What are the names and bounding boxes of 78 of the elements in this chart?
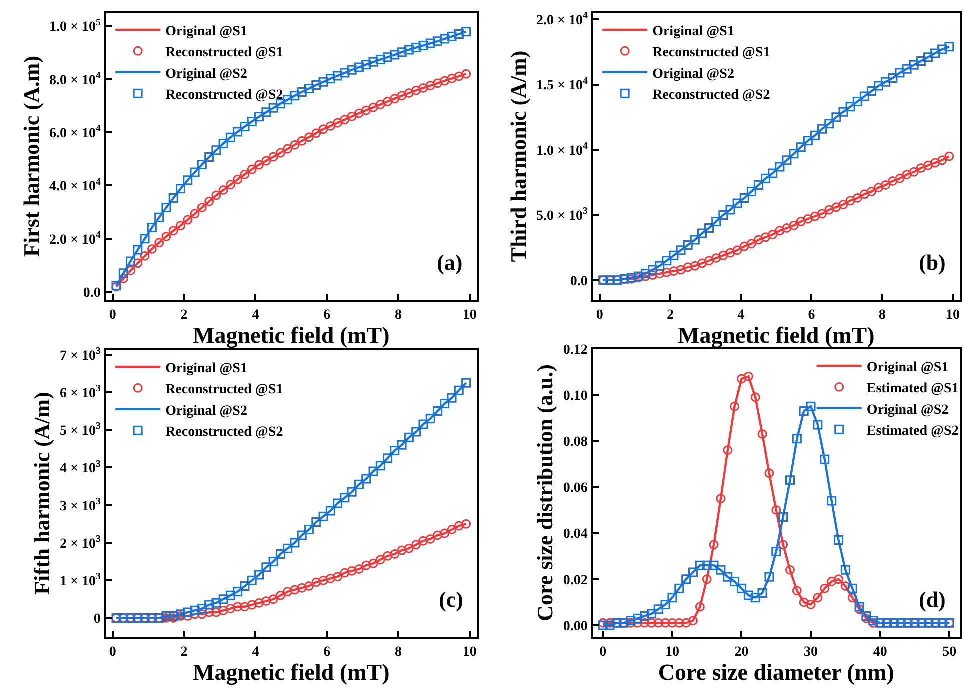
x-tick-label: 6	[808, 308, 816, 323]
legend-label: Reconstructed @S1	[166, 46, 284, 61]
legend-label: Original @S2	[166, 66, 248, 82]
x-tick-label: 0	[109, 308, 116, 323]
annotation: (d)	[919, 587, 946, 612]
x-tick-label: 10	[665, 644, 680, 660]
legend-label: Reconstructed @S1	[652, 46, 770, 61]
legend-label: Original @S2	[866, 402, 949, 418]
x-tick-label: 8	[394, 644, 402, 660]
y-axis-title: First harmonic (A.m)	[18, 56, 44, 258]
x-tick-label: 8	[394, 308, 402, 323]
y-tick-label: 6.0 × 10$^{4}$	[49, 124, 101, 142]
annotation: (a)	[437, 250, 463, 275]
y-tick-label: 0.06	[563, 481, 588, 496]
x-tick-label: 10	[462, 308, 477, 323]
y-tick-label: 1.5 × 10$^{4}$	[536, 76, 588, 94]
x-tick-label: 0	[600, 644, 607, 660]
y-tick-label: 1 × 10$^{3}$	[60, 572, 101, 590]
x-tick-label: 40	[873, 644, 888, 660]
legend-label: Estimated @S1	[866, 382, 959, 397]
legend-label: Original @S1	[166, 24, 248, 40]
x-tick-label: 50	[942, 644, 957, 660]
y-axis-title: Third harmonic (A/m)	[506, 50, 531, 262]
y-tick-label: 0.00	[563, 619, 588, 634]
y-tick-label: 5.0 × 10$^{3}$	[536, 206, 588, 224]
y-tick-label: 8.0 × 10$^{4}$	[49, 70, 101, 88]
legend-label: Original @S1	[652, 24, 734, 40]
annotation: (c)	[439, 587, 464, 612]
y-tick-label: 0.04	[563, 527, 588, 542]
y-tick-label: 1.0 × 10$^{4}$	[536, 141, 588, 159]
y-tick-label: 1.0 × 10$^{5}$	[49, 17, 101, 36]
x-tick-label: 6	[324, 644, 331, 660]
y-tick-label: 0.0	[570, 274, 588, 290]
y-tick-label: 0.0	[83, 286, 101, 301]
y-tick-label: 4 × 10$^{3}$	[60, 458, 101, 477]
legend-label: Estimated @S2	[866, 424, 959, 440]
x-tick-label: 2	[180, 308, 188, 323]
y-tick-label: 7 × 10$^{3}$	[60, 346, 101, 364]
x-tick-label: 10	[462, 644, 477, 660]
x-axis-title: Core size diameter (nm)	[658, 660, 894, 685]
y-tick-label: 2.0 × 10$^{4}$	[536, 10, 588, 28]
y-tick-label: 0.12	[563, 342, 588, 358]
legend-label: Reconstructed @S2	[652, 88, 770, 104]
x-axis-title: Magnetic field (mT)	[678, 322, 875, 349]
legend-label: Reconstructed @S2	[166, 88, 284, 104]
y-tick-label: 2 × 10$^{3}$	[60, 534, 101, 552]
legend-label: Original @S2	[166, 404, 248, 419]
annotation: (b)	[919, 250, 946, 275]
x-tick-label: 4	[252, 308, 260, 323]
y-tick-label: 5 × 10$^{3}$	[60, 421, 101, 440]
x-tick-label: 6	[324, 308, 331, 323]
x-tick-label: 0	[109, 644, 116, 660]
x-axis-title: Magnetic field (mT)	[193, 322, 390, 349]
y-tick-label: 0.10	[563, 388, 588, 404]
x-axis-title: Magnetic field (mT)	[193, 660, 390, 686]
legend-label: Reconstructed @S1	[166, 382, 284, 398]
y-tick-label: 0.08	[563, 435, 588, 450]
y-tick-label: 2.0 × 10$^{4}$	[49, 230, 101, 248]
y-tick-label: 3 × 10$^{3}$	[60, 496, 101, 514]
x-tick-label: 10	[946, 308, 960, 323]
x-tick-label: 4	[252, 644, 260, 660]
x-tick-label: 2	[666, 308, 674, 323]
y-tick-label: 0	[94, 612, 101, 628]
legend-label: Reconstructed @S2	[166, 425, 284, 440]
x-tick-label: 20	[734, 644, 749, 660]
x-tick-label: 2	[180, 644, 188, 660]
x-tick-label: 4	[738, 308, 745, 323]
y-axis-title: Fifth harmonic (A/m)	[29, 392, 54, 595]
legend-label: Original @S1	[166, 361, 248, 376]
y-tick-label: 6 × 10$^{3}$	[60, 384, 101, 402]
x-tick-label: 0	[596, 308, 604, 323]
x-tick-label: 8	[878, 308, 886, 323]
legend-label: Original @S1	[866, 360, 949, 376]
x-tick-label: 30	[804, 644, 818, 660]
y-tick-label: 4.0 × 10$^{4}$	[49, 176, 101, 195]
y-tick-label: 0.02	[563, 573, 588, 588]
legend-label: Original @S2	[652, 66, 734, 82]
y-axis-title: Core size distribution (a.u.)	[532, 364, 558, 622]
